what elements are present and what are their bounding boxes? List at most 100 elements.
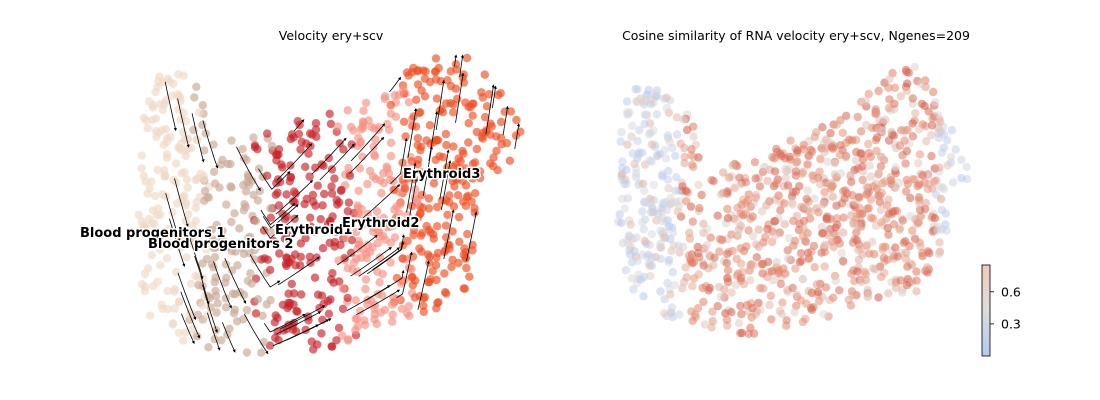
cell-point [365,247,375,257]
cell-point [689,132,698,141]
cell-point [157,300,166,309]
cell-point [935,238,944,247]
cell-point [140,287,150,296]
cell-point [239,180,248,190]
cell-point [434,298,443,307]
cell-point [874,125,883,134]
cell-point [358,117,368,126]
cell-point [326,275,336,284]
cell-point [871,265,880,274]
cell-point [151,114,161,123]
cell-point [903,79,912,88]
cell-point [782,321,791,330]
cell-point [748,212,757,221]
cell-point [435,152,444,161]
cluster-labels: Blood progenitors 1 Blood progenitors 2 … [79,166,482,254]
cell-point [362,254,371,263]
cell-point [832,220,842,229]
cell-point [759,284,768,293]
cell-point [286,161,295,170]
cell-point [681,263,690,272]
cell-point [685,228,694,238]
cell-point [318,244,328,253]
colorbar-ticks: 0.3 0.6 [990,284,1021,331]
cell-point [803,186,812,195]
streamline [207,312,221,351]
cell-point [703,240,712,250]
cell-point [719,168,728,177]
cell-point [344,198,354,207]
cell-point [632,96,641,106]
cell-point [872,133,882,142]
cell-point [227,136,236,145]
cell-point [623,194,632,203]
cell-point [249,133,258,142]
cell-point [791,236,800,245]
cell-point [399,117,409,127]
cell-point [274,201,284,210]
cell-point [853,267,862,276]
cell-point [291,189,300,198]
cell-point [311,163,320,172]
cell-point [386,109,396,118]
cell-point [217,336,226,345]
cell-point [414,155,423,165]
cell-point [688,282,697,291]
cell-point [246,269,255,278]
cell-point [153,165,162,174]
cell-point [647,230,657,239]
cell-point [395,209,404,218]
cell-point [492,146,501,156]
cell-point [863,285,872,295]
cell-point [460,284,469,293]
cell-point [238,144,247,154]
cell-point [901,187,911,196]
cell-point [341,233,350,243]
cell-point [656,239,665,249]
cell-point [731,280,741,290]
cell-point [744,190,753,199]
cell-point [489,153,498,162]
cell-point [433,248,443,258]
cell-point [228,266,237,275]
cell-point [416,231,426,240]
cell-point [183,183,192,192]
cell-point [351,296,360,305]
cell-point [230,305,240,314]
cell-point [810,263,819,272]
cell-point [335,139,344,148]
streamline [191,113,205,163]
cell-point [620,204,629,213]
cell-point [191,216,201,226]
cell-point [623,140,632,149]
cell-point [403,309,412,318]
cell-point [929,87,938,97]
cell-point [710,253,719,262]
cell-point [152,211,162,220]
streamline [236,146,261,192]
cell-point [253,295,263,304]
cell-point [694,180,703,190]
cell-point [855,209,864,218]
cell-point [475,173,485,183]
cell-point [716,292,726,301]
cell-point [906,193,915,203]
cell-point [468,111,477,120]
cell-point [678,182,687,191]
cell-point [927,130,936,140]
cell-point [812,280,821,289]
cell-point [699,228,708,237]
cell-point [180,191,189,200]
streamline [187,231,204,280]
cell-point [451,84,461,93]
cell-point [791,264,800,273]
cell-point [663,278,672,288]
cell-point [227,183,236,192]
cell-point [664,255,674,265]
cell-point [171,159,181,168]
cell-point [216,160,226,169]
cell-point [718,188,728,198]
cell-point [774,191,783,200]
cell-point [754,242,763,251]
cell-point [407,273,416,282]
